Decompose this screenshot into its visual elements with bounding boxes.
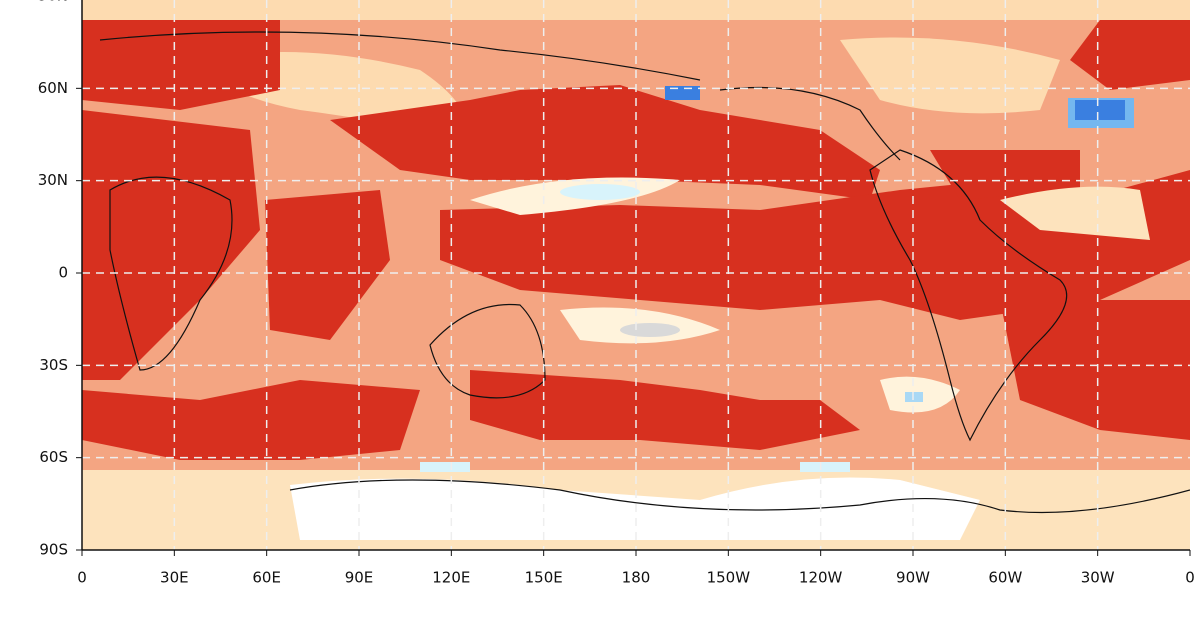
graticule: [82, 0, 1190, 550]
field-patch: [82, 380, 420, 460]
y-tick-label: 30S: [39, 356, 68, 374]
axes: 030E60E90E120E150E180150W120W90W60W30W09…: [38, 0, 1195, 587]
y-tick-label: 30N: [38, 171, 68, 189]
coastlines: [99, 31, 1190, 514]
antarctica: [290, 477, 980, 540]
x-tick-label: 90E: [345, 569, 374, 587]
x-tick-label: 90W: [896, 569, 930, 587]
field-patch: [1075, 100, 1125, 120]
x-tick-label: 180: [622, 569, 651, 587]
field-patch: [800, 462, 850, 472]
x-tick-label: 30E: [160, 569, 189, 587]
field-patch: [470, 370, 860, 450]
x-tick-label: 30W: [1081, 569, 1115, 587]
anomaly-field: [82, 0, 1190, 550]
field-patch: [82, 20, 280, 110]
field-patch: [440, 170, 1190, 320]
field-patch: [330, 85, 880, 200]
field-patch: [1000, 186, 1150, 240]
field-patch: [665, 86, 700, 100]
y-tick-label: 60S: [39, 448, 68, 466]
field-patch: [420, 462, 470, 472]
field-patch: [82, 110, 260, 380]
x-tick-label: 120E: [432, 569, 470, 587]
y-tick-label: 90S: [39, 541, 68, 559]
y-tick-label: 60N: [38, 79, 68, 97]
x-tick-label: 150E: [525, 569, 563, 587]
x-tick-label: 0: [1185, 569, 1195, 587]
field-patch: [1070, 20, 1190, 90]
field-patch: [1000, 300, 1190, 440]
field-patch: [620, 323, 680, 337]
field-patch: [560, 184, 640, 200]
y-tick-label: 0: [58, 264, 68, 282]
x-tick-label: 60W: [988, 569, 1022, 587]
y-tick-label: 90N: [38, 0, 68, 5]
x-tick-label: 0: [77, 569, 87, 587]
field-patch: [905, 392, 923, 402]
x-tick-label: 120W: [799, 569, 843, 587]
x-tick-label: 60E: [252, 569, 281, 587]
x-tick-label: 150W: [707, 569, 751, 587]
